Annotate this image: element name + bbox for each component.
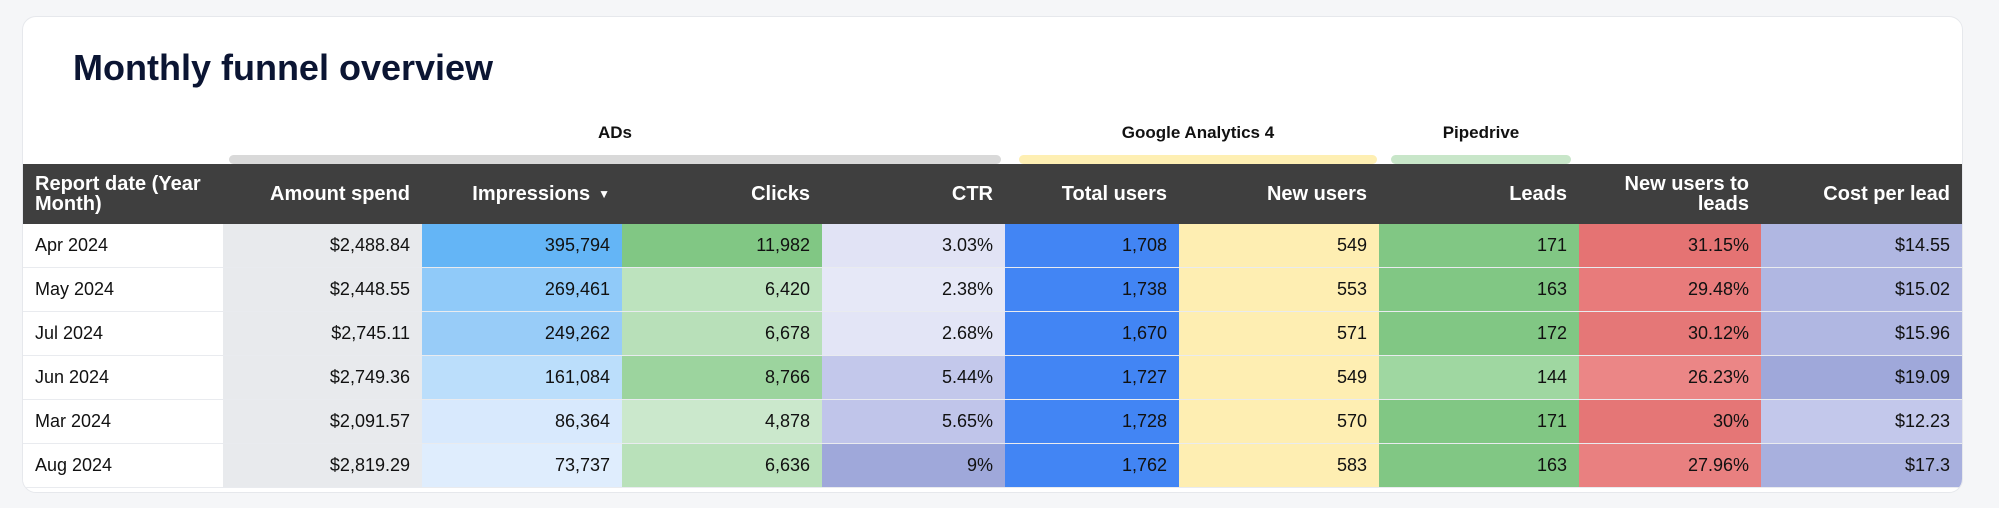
table-row: Jun 2024 $2,749.36 161,084 8,766 5.44% 1… — [23, 355, 1962, 400]
page-title: Monthly funnel overview — [73, 47, 494, 88]
cell-new-users: 570 — [1179, 399, 1379, 444]
header-impressions[interactable]: Impressions ▼ — [422, 164, 622, 224]
group-ga4: Google Analytics 4 — [1019, 121, 1377, 164]
cell-cost-per-lead: $15.96 — [1761, 311, 1962, 356]
cell-new-users: 549 — [1179, 224, 1379, 268]
cell-clicks: 6,420 — [622, 267, 822, 312]
cell-total-users: 1,762 — [1005, 443, 1179, 488]
cell-total-users: 1,727 — [1005, 355, 1179, 400]
cell-cost-per-lead: $19.09 — [1761, 355, 1962, 400]
cell-ctr: 5.65% — [822, 399, 1005, 444]
header-ctr[interactable]: CTR — [822, 164, 1005, 224]
cell-impressions: 249,262 — [422, 311, 622, 356]
cell-clicks: 8,766 — [622, 355, 822, 400]
cell-ctr: 5.44% — [822, 355, 1005, 400]
cell-leads: 171 — [1379, 399, 1579, 444]
group-pipedrive: Pipedrive — [1391, 121, 1571, 164]
cell-new-users-to-leads: 30.12% — [1579, 311, 1761, 356]
table-row: Apr 2024 $2,488.84 395,794 11,982 3.03% … — [23, 224, 1962, 268]
cell-ctr: 9% — [822, 443, 1005, 488]
cell-new-users-to-leads: 31.15% — [1579, 224, 1761, 268]
cell-leads: 163 — [1379, 443, 1579, 488]
cell-amount-spend: $2,091.57 — [223, 399, 422, 444]
funnel-table: Report date (Year Month) Amount spend Im… — [23, 164, 1962, 488]
cell-new-users-to-leads: 29.48% — [1579, 267, 1761, 312]
group-ga4-label: Google Analytics 4 — [1121, 123, 1275, 142]
caret-down-icon[interactable]: ▼ — [598, 187, 610, 202]
header-amount-spend[interactable]: Amount spend — [223, 164, 422, 224]
header-clicks[interactable]: Clicks — [622, 164, 822, 224]
header-cost-per-lead[interactable]: Cost per lead — [1761, 164, 1962, 224]
cell-report-date: Mar 2024 — [23, 399, 223, 444]
cell-leads: 144 — [1379, 355, 1579, 400]
cell-amount-spend: $2,819.29 — [223, 443, 422, 488]
table-row: Jul 2024 $2,745.11 249,262 6,678 2.68% 1… — [23, 311, 1962, 356]
cell-clicks: 6,636 — [622, 443, 822, 488]
funnel-card: Monthly funnel overview ADs Google Analy… — [22, 16, 1963, 493]
cell-ctr: 3.03% — [822, 224, 1005, 268]
header-total-users[interactable]: Total users — [1005, 164, 1179, 224]
cell-total-users: 1,728 — [1005, 399, 1179, 444]
cell-leads: 171 — [1379, 224, 1579, 268]
cell-total-users: 1,738 — [1005, 267, 1179, 312]
header-new-users-to-leads[interactable]: New users to leads — [1579, 164, 1761, 224]
cell-cost-per-lead: $17.3 — [1761, 443, 1962, 488]
cell-amount-spend: $2,745.11 — [223, 311, 422, 356]
cell-new-users-to-leads: 30% — [1579, 399, 1761, 444]
cell-report-date: Apr 2024 — [23, 224, 223, 268]
cell-new-users: 571 — [1179, 311, 1379, 356]
cell-report-date: Aug 2024 — [23, 443, 223, 488]
cell-new-users-to-leads: 27.96% — [1579, 443, 1761, 488]
group-ads: ADs — [229, 121, 1001, 164]
cell-cost-per-lead: $12.23 — [1761, 399, 1962, 444]
group-ads-label: ADs — [597, 123, 632, 142]
header-row: Report date (Year Month) Amount spend Im… — [23, 164, 1962, 224]
header-report-date[interactable]: Report date (Year Month) — [23, 164, 223, 224]
group-ads-bar — [229, 155, 1001, 164]
header-leads[interactable]: Leads — [1379, 164, 1579, 224]
cell-amount-spend: $2,749.36 — [223, 355, 422, 400]
cell-report-date: Jul 2024 — [23, 311, 223, 356]
cell-new-users: 583 — [1179, 443, 1379, 488]
cell-impressions: 269,461 — [422, 267, 622, 312]
cell-leads: 172 — [1379, 311, 1579, 356]
cell-new-users: 553 — [1179, 267, 1379, 312]
cell-report-date: May 2024 — [23, 267, 223, 312]
cell-amount-spend: $2,488.84 — [223, 224, 422, 268]
cell-clicks: 11,982 — [622, 224, 822, 268]
cell-report-date: Jun 2024 — [23, 355, 223, 400]
cell-impressions: 73,737 — [422, 443, 622, 488]
cell-cost-per-lead: $15.02 — [1761, 267, 1962, 312]
cell-impressions: 86,364 — [422, 399, 622, 444]
cell-new-users-to-leads: 26.23% — [1579, 355, 1761, 400]
cell-clicks: 6,678 — [622, 311, 822, 356]
group-ga4-bar — [1019, 155, 1377, 164]
cell-amount-spend: $2,448.55 — [223, 267, 422, 312]
header-new-users[interactable]: New users — [1179, 164, 1379, 224]
cell-total-users: 1,708 — [1005, 224, 1179, 268]
table-row: May 2024 $2,448.55 269,461 6,420 2.38% 1… — [23, 267, 1962, 312]
table-row: Mar 2024 $2,091.57 86,364 4,878 5.65% 1,… — [23, 399, 1962, 444]
header-impressions-label: Impressions — [472, 182, 591, 205]
cell-leads: 163 — [1379, 267, 1579, 312]
cell-impressions: 161,084 — [422, 355, 622, 400]
cell-impressions: 395,794 — [422, 224, 622, 268]
cell-cost-per-lead: $14.55 — [1761, 224, 1962, 268]
group-pipedrive-label: Pipedrive — [1442, 123, 1520, 142]
cell-total-users: 1,670 — [1005, 311, 1179, 356]
group-pipedrive-bar — [1391, 155, 1571, 164]
table-row: Aug 2024 $2,819.29 73,737 6,636 9% 1,762… — [23, 443, 1962, 488]
cell-new-users: 549 — [1179, 355, 1379, 400]
cell-ctr: 2.38% — [822, 267, 1005, 312]
cell-ctr: 2.68% — [822, 311, 1005, 356]
cell-clicks: 4,878 — [622, 399, 822, 444]
